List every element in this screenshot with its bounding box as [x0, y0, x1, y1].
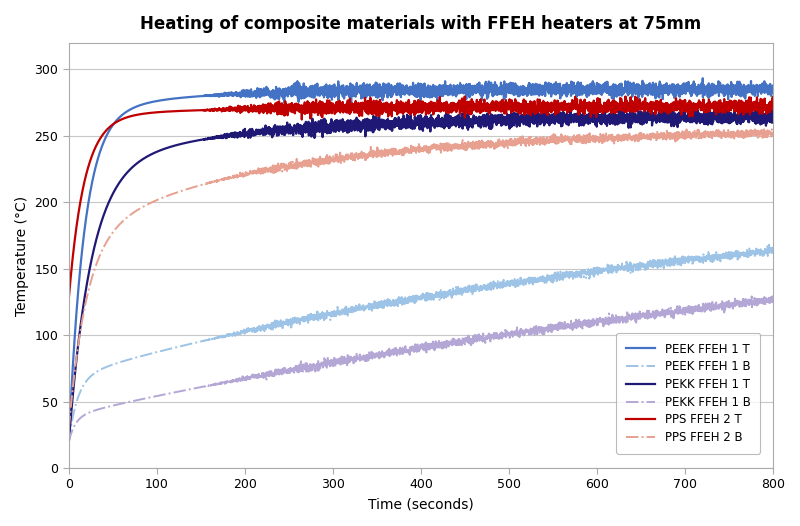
PEEK FFEH 1 T: [360, 82, 370, 88]
PEKK FFEH 1 B: [398, 346, 408, 352]
PEEK FFEH 1 T: [746, 84, 756, 90]
PEKK FFEH 1 B: [768, 298, 778, 305]
Line: PEKK FFEH 1 B: PEKK FFEH 1 B: [69, 296, 773, 441]
PPS FFEH 2 B: [746, 133, 756, 139]
PEKK FFEH 1 T: [575, 117, 585, 124]
PEEK FFEH 1 T: [698, 75, 707, 82]
Line: PPS FFEH 2 T: PPS FFEH 2 T: [69, 96, 773, 298]
X-axis label: Time (seconds): Time (seconds): [368, 497, 474, 511]
PEEK FFEH 1 T: [398, 90, 408, 97]
PEKK FFEH 1 T: [398, 124, 408, 130]
Line: PEEK FFEH 1 B: PEEK FFEH 1 B: [69, 245, 773, 441]
PPS FFEH 2 T: [768, 94, 778, 100]
PEEK FFEH 1 T: [712, 83, 722, 89]
PPS FFEH 2 T: [398, 105, 408, 111]
PEKK FFEH 1 B: [360, 352, 370, 359]
Line: PPS FFEH 2 B: PPS FFEH 2 B: [69, 129, 773, 428]
PPS FFEH 2 T: [360, 103, 370, 109]
PEKK FFEH 1 T: [746, 115, 756, 121]
PEKK FFEH 1 B: [711, 302, 721, 309]
PPS FFEH 2 B: [366, 153, 375, 159]
PEKK FFEH 1 B: [746, 301, 756, 307]
PEEK FFEH 1 B: [366, 303, 375, 309]
Line: PEEK FFEH 1 T: PEEK FFEH 1 T: [69, 78, 773, 441]
PEKK FFEH 1 T: [711, 110, 721, 116]
Y-axis label: Temperature (°C): Temperature (°C): [15, 195, 29, 316]
PPS FFEH 2 T: [64, 295, 74, 301]
PPS FFEH 2 T: [576, 96, 586, 103]
PEEK FFEH 1 T: [575, 82, 585, 88]
PPS FFEH 2 T: [460, 93, 470, 99]
PPS FFEH 2 B: [711, 128, 721, 135]
PEKK FFEH 1 T: [360, 122, 370, 128]
PEEK FFEH 1 B: [711, 249, 721, 255]
PEKK FFEH 1 T: [768, 119, 778, 125]
PPS FFEH 2 B: [360, 150, 370, 157]
PEKK FFEH 1 B: [575, 320, 585, 326]
PEEK FFEH 1 T: [366, 91, 375, 97]
PPS FFEH 2 T: [746, 108, 756, 115]
PEEK FFEH 1 T: [64, 438, 74, 444]
PEKK FFEH 1 B: [64, 438, 74, 444]
PEKK FFEH 1 B: [768, 293, 778, 299]
PEKK FFEH 1 T: [763, 104, 773, 110]
PPS FFEH 2 B: [398, 147, 408, 153]
PPS FFEH 2 T: [712, 108, 722, 114]
PEEK FFEH 1 B: [768, 246, 778, 252]
PPS FFEH 2 T: [366, 103, 375, 109]
PEEK FFEH 1 T: [768, 83, 778, 89]
PEEK FFEH 1 B: [360, 305, 370, 311]
PEKK FFEH 1 B: [366, 355, 375, 361]
PEEK FFEH 1 B: [764, 241, 774, 248]
PEEK FFEH 1 B: [575, 269, 585, 275]
PPS FFEH 2 B: [768, 130, 778, 137]
Legend: PEEK FFEH 1 T, PEEK FFEH 1 B, PEKK FFEH 1 T, PEKK FFEH 1 B, PPS FFEH 2 T, PPS FF: PEEK FFEH 1 T, PEEK FFEH 1 B, PEKK FFEH …: [616, 333, 760, 453]
PEEK FFEH 1 B: [746, 252, 756, 258]
PEEK FFEH 1 B: [398, 300, 408, 306]
PPS FFEH 2 B: [759, 126, 769, 133]
PPS FFEH 2 B: [64, 425, 74, 431]
Title: Heating of composite materials with FFEH heaters at 75mm: Heating of composite materials with FFEH…: [140, 15, 702, 33]
PPS FFEH 2 B: [575, 135, 585, 141]
PEKK FFEH 1 T: [64, 438, 74, 444]
PEEK FFEH 1 B: [64, 438, 74, 444]
PEKK FFEH 1 T: [366, 119, 375, 125]
Line: PEKK FFEH 1 T: PEKK FFEH 1 T: [69, 107, 773, 441]
